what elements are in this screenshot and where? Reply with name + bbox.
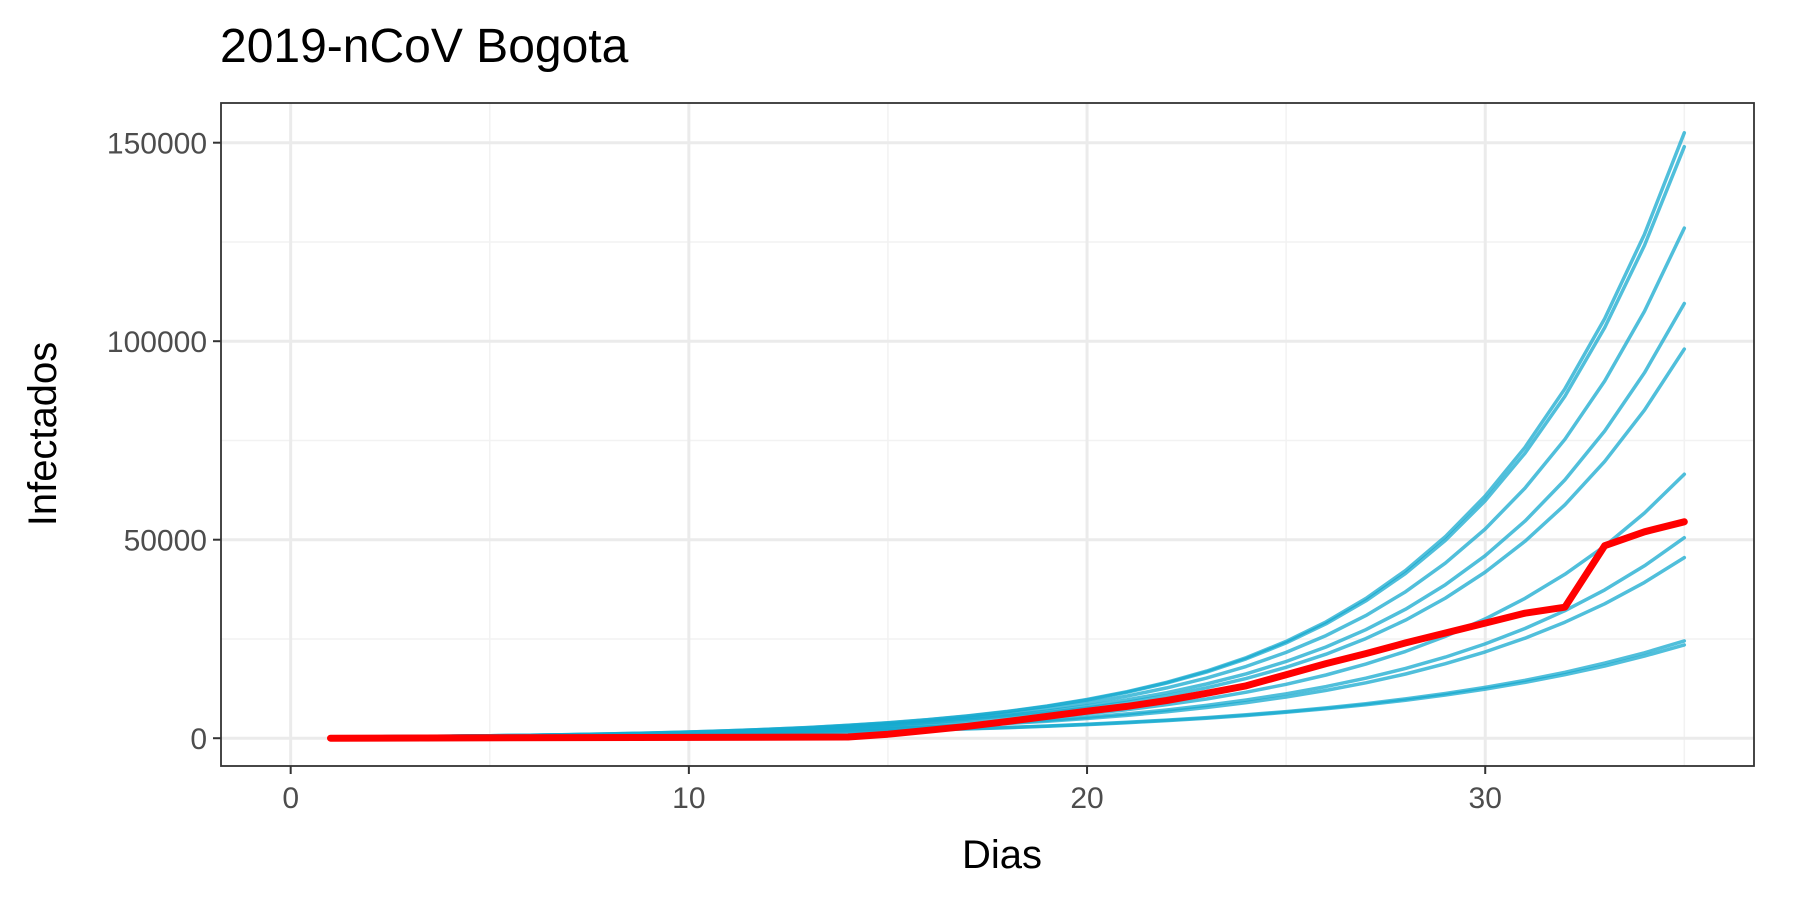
x-tick-label: 10 [672,782,705,815]
y-tick-label: 0 [190,723,207,756]
chart-title: 2019-nCoV Bogota [220,20,629,73]
grid [221,103,1754,766]
simulation-series-line-5 [328,347,1687,739]
series-group [327,131,1688,742]
observed-series-line [327,518,1688,742]
panel-border [220,102,1755,767]
y-tick-label: 100000 [107,326,207,359]
x-axis: 0 10 20 30 [282,766,1502,815]
y-axis-title: Infectados [21,342,65,527]
simulation-series-line-6 [328,472,1687,739]
x-axis-title: Dias [962,833,1042,877]
y-tick-label: 50000 [124,525,207,558]
simulation-series-line-4 [328,301,1687,739]
x-tick-label: 0 [282,782,299,815]
y-axis: 0 50000 100000 150000 [107,128,221,756]
simulation-series-line-2 [328,144,1687,739]
simulation-series-line-3 [328,226,1687,739]
simulation-series-line-7 [328,535,1687,739]
x-tick-label: 20 [1070,782,1103,815]
y-tick-label: 150000 [107,128,207,161]
x-tick-label: 30 [1469,782,1502,815]
